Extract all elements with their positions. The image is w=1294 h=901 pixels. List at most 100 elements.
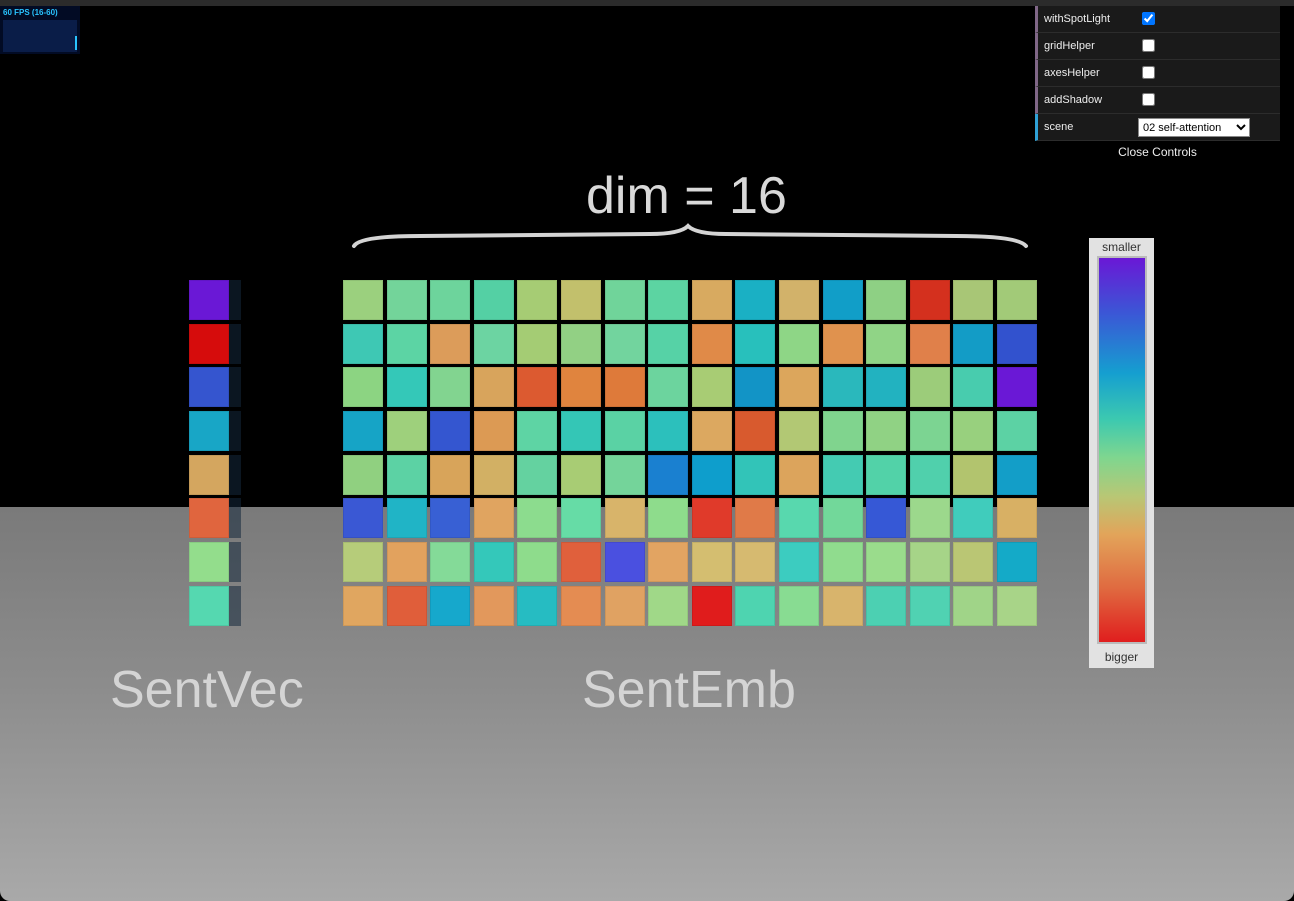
sentemb-cube xyxy=(343,324,383,364)
control-label: axesHelper xyxy=(1044,67,1100,79)
sentvec-cube-side xyxy=(229,367,241,407)
sentemb-cube xyxy=(343,498,383,538)
sentemb-cube xyxy=(561,411,601,451)
sentemb-cube xyxy=(735,367,776,407)
sentemb-cube xyxy=(779,411,819,451)
sentemb-cube xyxy=(648,367,689,407)
sentemb-cube xyxy=(779,367,819,407)
control-row-scene[interactable]: scene 02 self-attention xyxy=(1035,114,1280,141)
fps-stats-panel[interactable]: 60 FPS (16-60) xyxy=(0,6,80,54)
control-label: gridHelper xyxy=(1044,40,1095,52)
control-panel: withSpotLight gridHelper axesHelper addS… xyxy=(1035,6,1280,168)
control-row-addshadow[interactable]: addShadow xyxy=(1035,87,1280,114)
sentemb-cube xyxy=(691,455,732,495)
sentemb-cube xyxy=(343,280,383,320)
sentemb-cube xyxy=(561,455,601,495)
sentvec-label: SentVec xyxy=(110,661,304,719)
sentemb-cube xyxy=(386,455,427,495)
sentemb-cube xyxy=(561,542,601,582)
sentemb-cube xyxy=(953,542,994,582)
sentemb-cube xyxy=(517,411,558,451)
sentemb-cube xyxy=(779,542,819,582)
gridhelper-checkbox[interactable] xyxy=(1142,39,1155,52)
sentemb-cube xyxy=(473,280,514,320)
sentemb-cube xyxy=(866,586,907,626)
control-row-withspotlight[interactable]: withSpotLight xyxy=(1035,6,1280,33)
dim-brace xyxy=(352,223,1028,248)
sentemb-cube xyxy=(866,324,907,364)
sentemb-cube xyxy=(691,586,732,626)
sentemb-cube xyxy=(822,411,863,451)
sentemb-cube xyxy=(691,411,732,451)
sentemb-cube xyxy=(343,586,383,626)
close-controls-button[interactable]: Close Controls xyxy=(1035,141,1280,163)
sentemb-cube xyxy=(430,324,471,364)
sentemb-cube xyxy=(561,324,601,364)
sentemb-cube xyxy=(561,498,601,538)
sentemb-cube xyxy=(604,586,645,626)
sentemb-cube xyxy=(473,324,514,364)
withspotlight-checkbox[interactable] xyxy=(1142,12,1155,25)
fps-text: 60 FPS (16-60) xyxy=(3,8,58,17)
sentemb-cube xyxy=(735,455,776,495)
sentemb-cube xyxy=(909,455,950,495)
sentemb-cube xyxy=(822,498,863,538)
sentemb-cube xyxy=(953,455,994,495)
sentvec-cube-side xyxy=(229,586,241,626)
scene-select[interactable]: 02 self-attention xyxy=(1138,118,1250,137)
sentemb-cube xyxy=(735,498,776,538)
sentemb-cube xyxy=(866,280,907,320)
sentemb-cube xyxy=(473,586,514,626)
control-row-gridhelper[interactable]: gridHelper xyxy=(1035,33,1280,60)
axeshelper-checkbox[interactable] xyxy=(1142,66,1155,79)
legend-top-label: smaller xyxy=(1102,240,1141,254)
sentemb-cube xyxy=(822,367,863,407)
sentemb-cube xyxy=(430,455,471,495)
sentemb-cube xyxy=(561,280,601,320)
sentemb-cube xyxy=(473,411,514,451)
sentemb-cube xyxy=(779,280,819,320)
window-top-bar xyxy=(0,0,1294,6)
sentemb-cube xyxy=(343,411,383,451)
sentemb-label: SentEmb xyxy=(582,661,796,719)
control-label: addShadow xyxy=(1044,94,1103,106)
sentemb-cube xyxy=(822,280,863,320)
sentemb-cube xyxy=(909,324,950,364)
sentemb-cube xyxy=(953,411,994,451)
sentemb-cube xyxy=(648,498,689,538)
sentemb-cube xyxy=(648,324,689,364)
sentemb-cube xyxy=(517,586,558,626)
control-row-axeshelper[interactable]: axesHelper xyxy=(1035,60,1280,87)
sentemb-cube xyxy=(343,367,383,407)
sentemb-cube xyxy=(604,367,645,407)
sentemb-cube xyxy=(735,324,776,364)
sentemb-cube xyxy=(997,455,1037,495)
sentvec-cube xyxy=(189,586,229,626)
fps-graph-bar xyxy=(75,36,77,50)
sentemb-cube xyxy=(430,367,471,407)
sentemb-cube xyxy=(430,280,471,320)
sentvec-cube xyxy=(189,498,229,538)
sentemb-cube xyxy=(997,586,1037,626)
sentemb-cube xyxy=(953,367,994,407)
sentemb-cube xyxy=(517,498,558,538)
sentvec-cube xyxy=(189,455,229,495)
sentemb-cube xyxy=(735,542,776,582)
sentemb-cube xyxy=(386,586,427,626)
sentemb-cube xyxy=(386,367,427,407)
sentemb-cube xyxy=(822,542,863,582)
sentemb-cube xyxy=(909,280,950,320)
sentvec-cube-side xyxy=(229,324,241,364)
sentemb-cube xyxy=(386,280,427,320)
legend-bottom-label: bigger xyxy=(1104,650,1139,664)
sentvec-cube xyxy=(189,542,229,582)
sentemb-cube xyxy=(517,367,558,407)
sentemb-cube xyxy=(430,542,471,582)
sentemb-cube xyxy=(953,498,994,538)
sentvec-cube xyxy=(189,411,229,451)
sentemb-cube xyxy=(517,280,558,320)
addshadow-checkbox[interactable] xyxy=(1142,93,1155,106)
sentemb-cube xyxy=(473,367,514,407)
sentemb-cube xyxy=(604,542,645,582)
sentemb-cube xyxy=(430,498,471,538)
